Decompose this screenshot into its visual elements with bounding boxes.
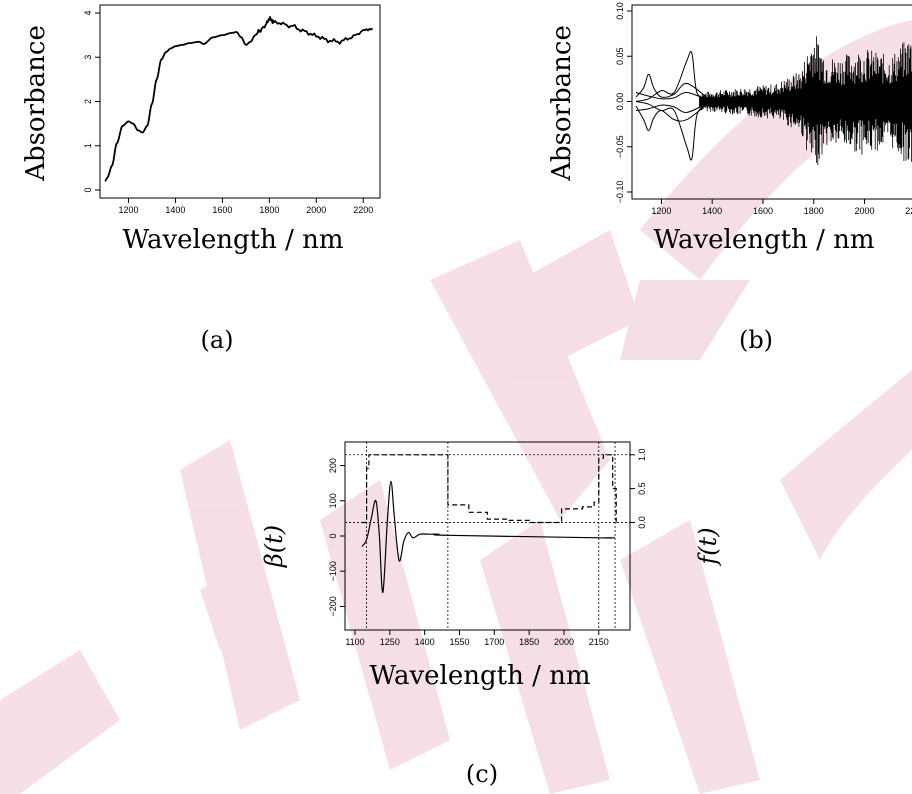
panel-c-right-y-tick-label: 0.0 — [637, 516, 647, 529]
panel-a-x-tick-label: 1200 — [118, 205, 138, 215]
watermark-stroke — [200, 560, 270, 650]
watermark-strokes — [0, 20, 912, 794]
panel-b-series — [635, 36, 912, 165]
watermark-stroke — [620, 520, 760, 794]
watermark-stroke — [780, 370, 912, 560]
panel-a-x-tick-label: 1800 — [259, 205, 279, 215]
panel-b-x-tick-label: 2000 — [855, 206, 875, 216]
panel-c-series — [361, 454, 617, 593]
panel-c-f-line — [362, 454, 617, 524]
watermark-stroke — [0, 650, 120, 794]
panel-b-y-tick-label: −0.05 — [615, 135, 625, 158]
panel-c-ylabel-right: f(t) — [694, 527, 722, 566]
panel-c-x-tick-label: 1550 — [449, 637, 469, 647]
panel-b-derivative-line — [635, 101, 708, 161]
panel-a-ylabel: Absorbance — [21, 25, 51, 182]
panel-b-derivative-line — [635, 73, 708, 99]
panel-b-x-ticks: 1200 1400 1600 1800 2000 2200 — [651, 199, 912, 216]
panel-c-guide-lines — [345, 442, 630, 630]
panel-a-plot-box — [99, 4, 381, 199]
panel-c-right-y-tick-label: 1.0 — [637, 449, 647, 462]
panel-b-y-tick-label: −0.10 — [615, 181, 625, 204]
watermark-stroke — [620, 280, 750, 360]
panel-b-x-tick-label: 1800 — [804, 206, 824, 216]
panel-a: 1200 1400 1600 1800 2000 2200 0 1 2 3 4 Wavelengt… — [21, 4, 381, 354]
panel-b-x-tick-label: 1600 — [753, 206, 773, 216]
panel-b-ylabel: Absorbance — [547, 25, 577, 182]
panel-c-left-y-tick-label: −100 — [328, 561, 338, 581]
panel-c-x-tick-label: 1250 — [380, 637, 400, 647]
panel-c-left-y-tick-label: −200 — [328, 596, 338, 616]
panel-a-x-tick-label: 2000 — [306, 205, 326, 215]
panel-b-xlabel: Wavelength / nm — [653, 225, 874, 255]
panel-c-x-tick-label: 1700 — [484, 637, 504, 647]
watermark-stroke — [520, 230, 640, 360]
panel-c-beta-line — [361, 480, 615, 593]
panel-b-y-tick-label: 0.00 — [615, 93, 625, 111]
panel-b: 1200 1400 1600 1800 2000 2200 −0.10 −0.05 0.00 0… — [547, 2, 912, 354]
panel-b-derivative-line — [635, 103, 708, 131]
panel-a-y-tick-label: 0 — [83, 187, 93, 192]
panel-c-right-y-ticks: 0.0 0.5 1.0 — [630, 449, 647, 529]
panel-b-derivative-line — [635, 102, 708, 113]
panel-b-y-tick-label: 0.05 — [615, 47, 625, 65]
panel-a-y-tick-label: 1 — [83, 143, 93, 148]
panel-c-left-y-tick-label: 100 — [328, 493, 338, 508]
panel-a-spectrum-line — [104, 15, 374, 182]
panel-a-xlabel: Wavelength / nm — [122, 225, 343, 255]
panel-a-y-ticks: 0 1 2 3 4 — [83, 10, 100, 193]
panel-b-x-tick-label: 1200 — [651, 206, 671, 216]
panel-c-left-y-tick-label: 200 — [328, 458, 338, 473]
panel-c-x-tick-label: 2000 — [554, 637, 574, 647]
panel-b-y-ticks: −0.10 −0.05 0.00 0.05 0.10 — [615, 2, 632, 203]
panel-b-derivative-line — [635, 51, 708, 102]
watermark-stroke — [320, 480, 450, 770]
panel-c-right-y-tick-label: 0.5 — [637, 482, 647, 495]
panel-c-ylabel-left: β(t) — [260, 525, 288, 568]
panel-a-y-tick-label: 3 — [83, 55, 93, 60]
panel-a-caption: (a) — [200, 326, 233, 354]
panel-b-caption: (b) — [739, 326, 773, 354]
panel-a-y-tick-label: 2 — [83, 99, 93, 104]
panel-c-xlabel: Wavelength / nm — [369, 661, 590, 691]
panel-b-noise-band — [699, 36, 912, 165]
panel-a-y-tick-label: 4 — [83, 10, 93, 15]
panel-a-x-ticks: 1200 1400 1600 1800 2000 2200 — [118, 198, 373, 215]
panel-b-y-tick-label: 0.10 — [615, 2, 625, 20]
panel-c-x-tick-label: 1100 — [345, 637, 364, 647]
panel-c-x-tick-label: 2150 — [589, 637, 609, 647]
panel-c-x-ticks: 1100 1250 1400 1550 1700 1850 2000 2150 — [345, 630, 609, 647]
panel-c: 1100 1250 1400 1550 1700 1850 2000 2150 −200−10… — [260, 441, 722, 788]
panel-c-x-tick-label: 1850 — [519, 637, 539, 647]
panel-c-x-tick-label: 1400 — [415, 637, 435, 647]
panel-a-x-tick-label: 1400 — [165, 205, 185, 215]
watermark-stroke — [480, 520, 610, 794]
panel-a-x-tick-label: 2200 — [353, 205, 373, 215]
panel-b-x-tick-label: 2200 — [905, 206, 912, 216]
watermark-stroke — [180, 440, 300, 730]
watermark-stroke — [430, 240, 610, 520]
panel-c-left-y-tick-label: 0 — [328, 533, 338, 538]
panel-a-series — [104, 15, 374, 182]
panel-b-x-tick-label: 1400 — [702, 206, 722, 216]
panel-c-caption: (c) — [466, 760, 498, 788]
panel-c-left-y-ticks: −200 −100 0 100 200 — [328, 458, 345, 617]
panel-b-derivative-line — [635, 91, 708, 101]
panel-a-x-tick-label: 1600 — [212, 205, 232, 215]
